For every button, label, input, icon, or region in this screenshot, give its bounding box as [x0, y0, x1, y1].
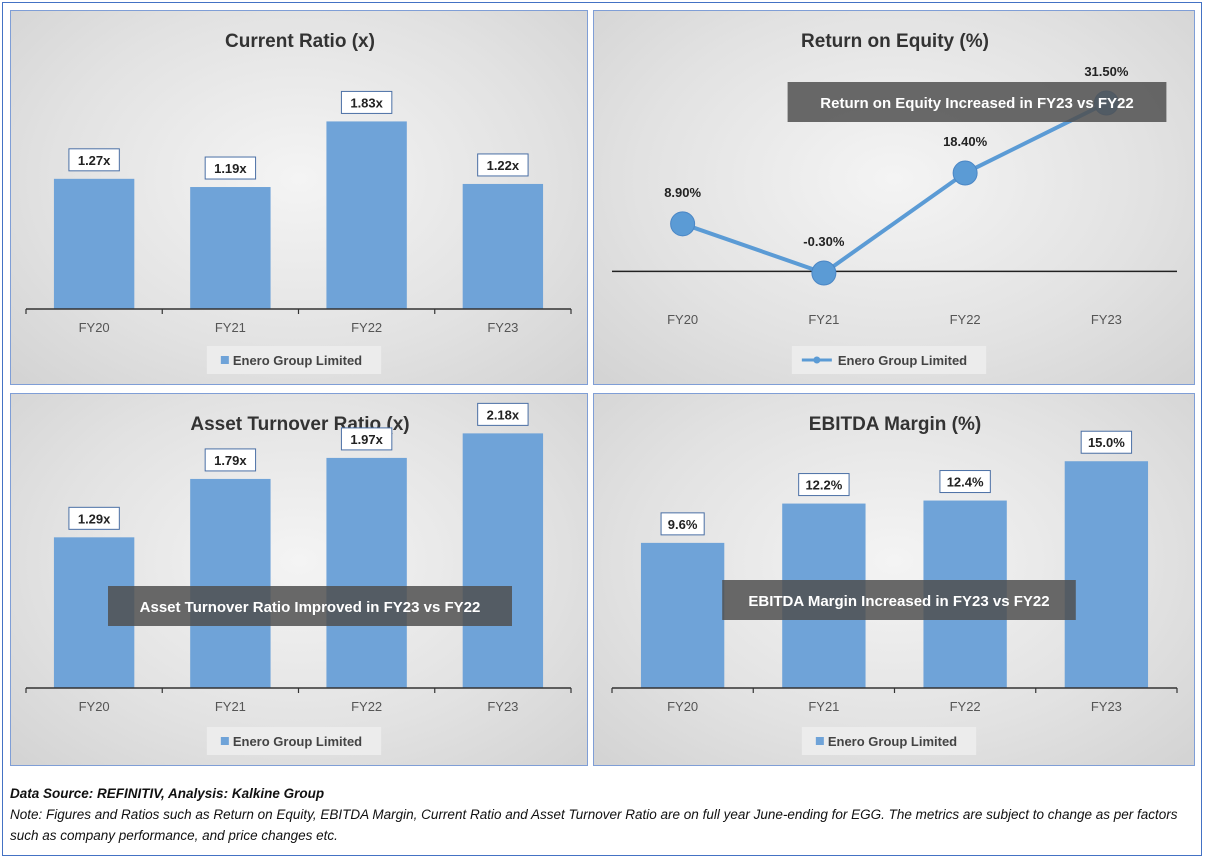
- chart-title: Return on Equity (%): [801, 31, 989, 52]
- chart-asset-turnover: Asset Turnover Ratio (x)1.29xFY201.79xFY…: [25, 402, 572, 755]
- footer: Data Source: REFINITIV, Analysis: Kalkin…: [10, 786, 1195, 846]
- data-label: 1.19x: [214, 161, 247, 176]
- chart-panel-asset-turnover: Asset Turnover Ratio (x) 1.29x FY20 1.79x FY…: [10, 393, 588, 766]
- bar-fy21: [190, 478, 271, 688]
- bar-fy20: [640, 542, 725, 688]
- legend-marker: [813, 356, 821, 364]
- data-label: 9.6%: [668, 517, 698, 532]
- data-label-box: [477, 153, 529, 177]
- annotation-box: [722, 580, 1076, 620]
- data-label-box: [1080, 430, 1133, 454]
- x-tick-label: FY20: [667, 699, 698, 714]
- data-label-box: [68, 506, 120, 530]
- annotation-box: [787, 82, 1167, 122]
- data-label: 12.2%: [805, 478, 842, 493]
- data-label-box: [340, 427, 393, 451]
- legend-box: [206, 727, 382, 755]
- x-tick-label: FY21: [215, 699, 246, 714]
- data-point-fy22: [952, 160, 978, 186]
- legend-entry: Enero Group Limited: [838, 353, 967, 368]
- data-label: 1.83x: [350, 95, 383, 110]
- data-label: 2.18x: [487, 407, 520, 422]
- legend-entry: Enero Group Limited: [233, 734, 362, 749]
- data-label-box: [204, 156, 257, 180]
- data-label-box: [477, 402, 529, 426]
- chart-current-ratio: Current Ratio (x) 1.27x FY20 1.19x FY21 1.83x…: [25, 31, 572, 374]
- data-label: 15.0%: [1088, 435, 1125, 450]
- annotation-box: [108, 586, 512, 626]
- legend-box: [206, 346, 382, 374]
- data-label-box: [68, 148, 120, 172]
- bar-fy23: [462, 433, 544, 688]
- x-tick-label: FY21: [808, 699, 839, 714]
- legend-box: [801, 727, 977, 755]
- x-tick-label: FY22: [950, 699, 981, 714]
- chart-return-on-equity: Return on Equity (%) 8.90% FY20 -0.30% FY21 1…: [612, 31, 1177, 374]
- data-label: 12.4%: [947, 475, 984, 490]
- x-tick-label: FY20: [667, 312, 698, 327]
- x-tick-label: FY21: [808, 312, 839, 327]
- bar-fy22: [326, 121, 407, 309]
- x-tick-label: FY23: [487, 320, 518, 335]
- data-label: 1.29x: [78, 511, 111, 526]
- bar-fy22: [326, 457, 407, 688]
- chart-title: Current Ratio (x): [225, 31, 375, 52]
- x-tick-label: FY23: [1091, 312, 1122, 327]
- chart-ebitda-margin: EBITDA Margin (%) 9.6% FY20 12.2% FY21 12.4% F…: [611, 414, 1178, 755]
- chart-title: EBITDA Margin (%): [809, 414, 981, 435]
- data-label-box: [660, 512, 705, 536]
- note-text: Note: Figures and Ratios such as Return …: [10, 807, 1178, 843]
- x-tick-label: FY20: [79, 320, 110, 335]
- annotation-text: Asset Turnover Ratio Improved in FY23 vs…: [140, 599, 481, 616]
- data-label-box: [340, 90, 393, 114]
- x-tick-label: FY22: [351, 699, 382, 714]
- chart-panel-ebitda-margin: EBITDA Margin (%) 9.6% FY20 12.2% FY21 12.4% F…: [593, 393, 1195, 766]
- annotation-text: Return on Equity Increased in FY23 vs FY…: [820, 95, 1133, 112]
- x-tick-label: FY23: [1091, 699, 1122, 714]
- legend-swatch: [220, 356, 229, 364]
- data-label: -0.30%: [803, 234, 845, 249]
- chart-panel-return-on-equity: Return on Equity (%) 8.90% FY20 -0.30% FY21 1…: [593, 10, 1195, 385]
- x-tick-label: FY21: [215, 320, 246, 335]
- bar-fy20: [53, 178, 135, 309]
- data-label: 1.22x: [487, 158, 520, 173]
- bar-fy23: [1064, 461, 1149, 688]
- legend-entry: Enero Group Limited: [828, 734, 957, 749]
- data-label: 1.79x: [214, 453, 247, 468]
- data-point-fy21: [811, 260, 837, 286]
- bar-fy21: [190, 187, 271, 309]
- data-label: 1.27x: [78, 153, 111, 168]
- chart-panel-current-ratio: Current Ratio (x) 1.27x FY20 1.19x FY21 1.83x…: [10, 10, 588, 385]
- x-tick-label: FY20: [79, 699, 110, 714]
- legend-swatch: [815, 737, 824, 745]
- x-tick-label: FY22: [950, 312, 981, 327]
- data-label: 1.97x: [350, 432, 383, 447]
- data-point-fy20: [670, 211, 696, 237]
- legend-entry: Enero Group Limited: [233, 353, 362, 368]
- series-line: [681, 101, 1108, 276]
- x-tick-label: FY22: [351, 320, 382, 335]
- data-label-box: [939, 470, 991, 494]
- data-label: 8.90%: [664, 185, 701, 200]
- data-label-box: [204, 448, 257, 472]
- data-label: 31.50%: [1084, 64, 1129, 79]
- data-label: 18.40%: [943, 134, 988, 149]
- data-source-text: Data Source: REFINITIV, Analysis: Kalkin…: [10, 786, 325, 801]
- bar-fy23: [462, 183, 544, 309]
- data-label-box: [798, 473, 850, 497]
- annotation-text: EBITDA Margin Increased in FY23 vs FY22: [748, 593, 1049, 610]
- legend-swatch: [220, 737, 229, 745]
- x-tick-label: FY23: [487, 699, 518, 714]
